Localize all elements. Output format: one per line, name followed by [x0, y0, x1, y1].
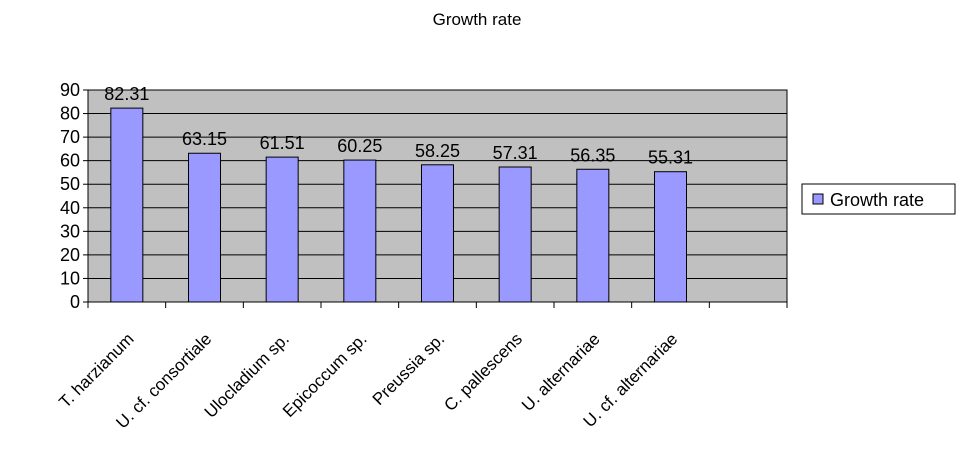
- y-tick-label: 20: [60, 245, 80, 265]
- legend-box: [801, 183, 956, 215]
- bars: [110, 107, 687, 303]
- x-tick-label: T. harzianum: [55, 329, 137, 411]
- y-tick-label: 70: [60, 127, 80, 147]
- x-tick-label: U. alternariae: [518, 329, 604, 415]
- data-label: 82.31: [104, 84, 149, 104]
- axes: [83, 89, 788, 308]
- y-tick-label: 90: [60, 80, 80, 100]
- data-labels: 82.31 63.15 61.51 60.25 58.25 57.31 56.35 55.31: [104, 84, 693, 168]
- data-label: 58.25: [415, 141, 460, 161]
- data-label: 61.51: [260, 133, 305, 153]
- legend-swatch: [812, 193, 824, 205]
- chart-title: Growth rate: [433, 10, 522, 29]
- data-label: 63.15: [182, 129, 227, 149]
- y-tick-label: 60: [60, 151, 80, 171]
- y-tick-label: 80: [60, 104, 80, 124]
- bar: [421, 164, 454, 303]
- x-tick-label: C. pallescens: [440, 329, 526, 415]
- y-tick-label: 10: [60, 268, 80, 288]
- y-tick-label: 50: [60, 174, 80, 194]
- x-tick-label: Preussia sp.: [369, 329, 449, 409]
- y-tick-label: 0: [70, 292, 80, 312]
- bar: [110, 107, 144, 303]
- y-tick-labels: 0 10 20 30 40 50 60 70 80 90: [60, 80, 80, 312]
- bar: [498, 166, 532, 303]
- y-tick-label: 40: [60, 198, 80, 218]
- bar: [343, 159, 377, 303]
- y-tick-label: 30: [60, 221, 80, 241]
- data-label: 57.31: [493, 143, 538, 163]
- data-label: 60.25: [337, 136, 382, 156]
- bar: [188, 152, 221, 303]
- x-tick-label: Epicoccum sp.: [279, 329, 371, 421]
- bar: [576, 168, 610, 303]
- bar: [265, 156, 299, 303]
- legend-label: Growth rate: [830, 190, 924, 210]
- data-label: 56.35: [570, 145, 615, 165]
- data-label: 55.31: [648, 148, 693, 168]
- legend: Growth rate: [801, 183, 956, 215]
- bar: [654, 171, 687, 303]
